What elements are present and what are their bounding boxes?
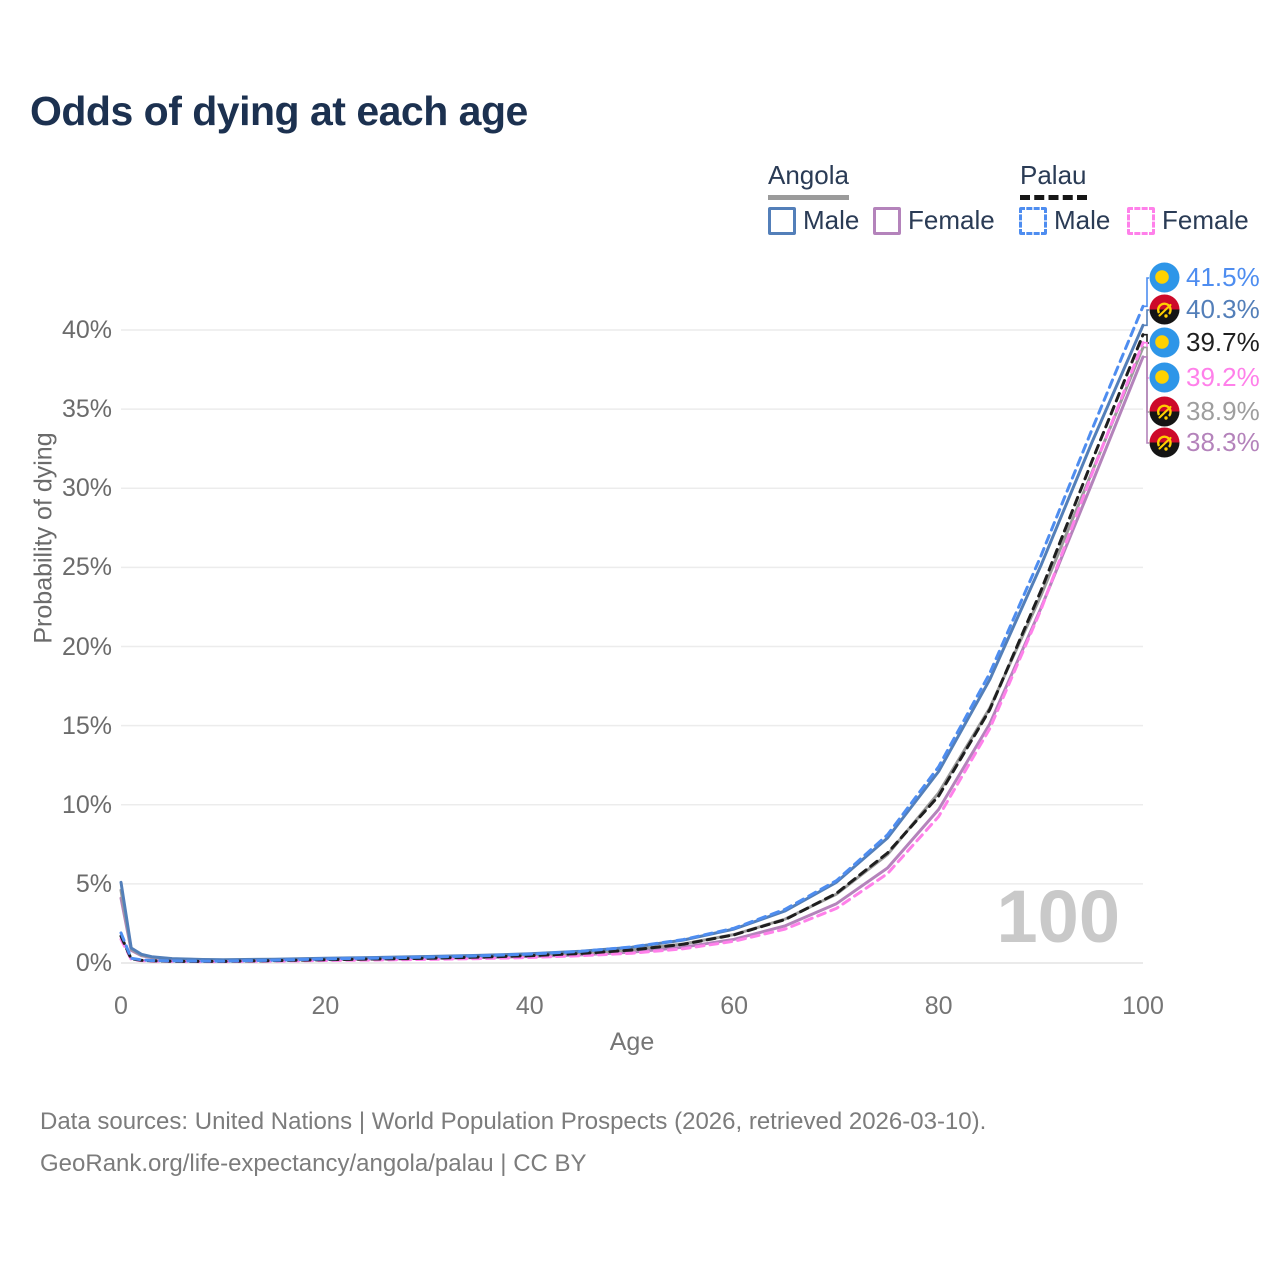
angola-flag-icon — [1149, 427, 1180, 458]
legend-label: Female — [1162, 205, 1249, 235]
end-label-angola-both-sexes: 38.9% — [1149, 396, 1260, 427]
end-label-value: 39.7% — [1186, 327, 1260, 357]
palau-female-swatch-icon — [1127, 206, 1155, 235]
palau-flag-icon — [1149, 262, 1180, 293]
palau-male-swatch-icon — [1019, 206, 1047, 235]
end-label-palau-male: 41.5% — [1149, 262, 1260, 293]
legend-label: Male — [1054, 205, 1111, 235]
page-title: Odds of dying at each age — [30, 88, 528, 134]
end-label-value: 38.9% — [1186, 396, 1260, 426]
angola-female-swatch-icon — [873, 206, 901, 235]
x-tick-label: 40 — [515, 992, 544, 1020]
leader-lines — [1143, 277, 1149, 444]
series-line-palau-male — [119, 304, 1145, 963]
y-tick-label: 40% — [61, 316, 112, 344]
legend-item-palau-male[interactable]: Male — [1019, 205, 1110, 236]
y-tick-label: 20% — [61, 632, 112, 661]
series-line-palau-both-sexes — [119, 333, 1145, 963]
data-sources-text: Data sources: United Nations | World Pop… — [40, 1108, 987, 1135]
series-line-angola-male — [119, 323, 1145, 962]
legend-group-angola[interactable]: Angola — [768, 160, 849, 200]
gridlines — [121, 329, 1143, 964]
legend-group-palau[interactable]: Palau — [1020, 160, 1087, 200]
y-tick-label: 10% — [61, 790, 112, 819]
end-label-value: 38.3% — [1186, 427, 1260, 457]
end-label-angola-female: 38.3% — [1149, 427, 1260, 458]
end-label-palau-both-sexes: 39.7% — [1149, 327, 1260, 358]
end-label-angola-male: 40.3% — [1149, 294, 1260, 325]
series-line-palau-female — [119, 341, 1145, 964]
y-axis-title: Probability of dying — [29, 432, 58, 644]
attribution-link-text[interactable]: GeoRank.org/life-expectancy/angola/palau… — [40, 1150, 587, 1177]
hover-age-watermark: 100 — [996, 875, 1120, 958]
series-line-angola-both-sexes — [119, 345, 1145, 962]
end-label-value: 39.2% — [1186, 362, 1260, 392]
y-tick-label: 30% — [61, 474, 112, 503]
x-tick-label: 60 — [720, 992, 749, 1020]
legend-item-angola-female[interactable]: Female — [873, 205, 995, 236]
x-tick-label: 0 — [114, 992, 128, 1020]
legend-item-palau-female[interactable]: Female — [1127, 205, 1249, 236]
y-tick-label: 25% — [61, 553, 112, 582]
palau-flag-icon — [1149, 327, 1180, 358]
y-tick-label: 35% — [61, 395, 112, 424]
angola-male-swatch-icon — [768, 206, 796, 235]
legend-item-angola-male[interactable]: Male — [768, 205, 859, 236]
angola-flag-icon — [1149, 396, 1180, 427]
y-tick-label: 15% — [61, 711, 112, 740]
x-tick-label: 80 — [924, 992, 953, 1020]
end-label-value: 40.3% — [1186, 294, 1260, 324]
y-tick-label: 5% — [75, 869, 112, 898]
legend-label: Male — [803, 205, 860, 235]
angola-flag-icon — [1149, 294, 1180, 325]
x-axis-title: Age — [609, 1028, 655, 1056]
end-label-value: 41.5% — [1186, 262, 1260, 292]
x-tick-label: 20 — [311, 992, 340, 1020]
x-tick-label: 100 — [1122, 992, 1164, 1020]
y-tick-label: 0% — [75, 949, 112, 977]
end-label-palau-female: 39.2% — [1149, 362, 1260, 393]
legend-label: Female — [908, 205, 995, 235]
palau-flag-icon — [1149, 362, 1180, 393]
series-line-angola-female — [119, 355, 1145, 962]
